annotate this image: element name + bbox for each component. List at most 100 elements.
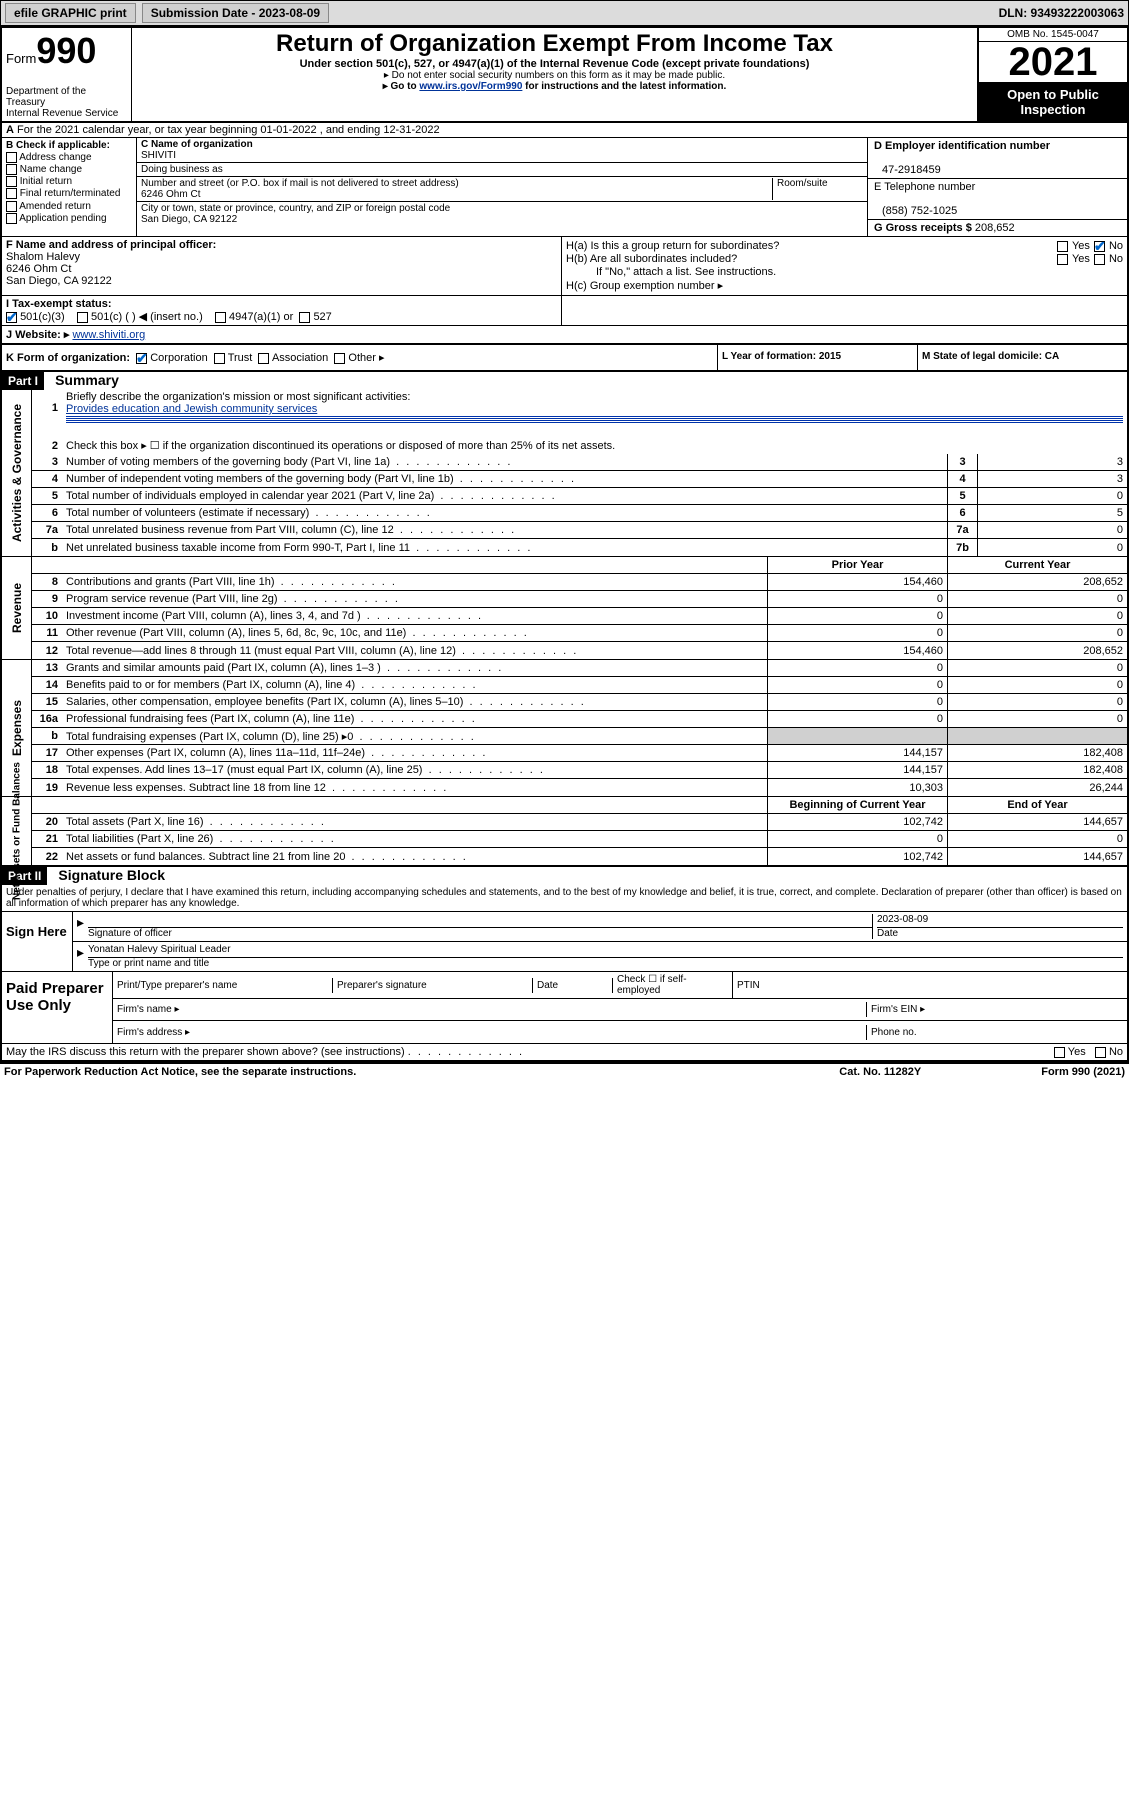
room-label: Room/suite [777,178,828,189]
cb-address[interactable] [6,152,17,163]
row-fgh: F Name and address of principal officer:… [2,237,1127,296]
form-footer: Form 990 (2021) [1041,1066,1125,1078]
expenses-section: Expenses 13 Grants and similar amounts p… [2,660,1127,797]
current-val: 182,408 [947,745,1127,761]
part1-hdr: Part I [2,372,44,390]
website-link[interactable]: www.shiviti.org [72,329,145,341]
cb-initial[interactable] [6,176,17,187]
col-h: H(a) Is this a group return for subordin… [562,237,1127,295]
current-val: 208,652 [947,642,1127,659]
b-header: B Check if applicable: [6,140,132,151]
ha-no[interactable] [1094,241,1105,252]
part2-header: Part II Signature Block [2,867,1127,885]
current-val: 182,408 [947,762,1127,778]
opt-501c: 501(c) ( ) ◀ (insert no.) [91,311,203,323]
submission-btn[interactable]: Submission Date - 2023-08-09 [142,3,329,23]
prep-name-label: Print/Type preparer's name [113,978,333,993]
hb-yes[interactable] [1057,254,1068,265]
line-text: Net assets or fund balances. Subtract li… [62,850,767,864]
no-label: No [1109,240,1123,252]
signer-name: Yonatan Halevy Spiritual Leader [88,944,231,955]
dln: DLN: 93493222003063 [999,6,1124,20]
firm-name-label: Firm's name ▸ [113,1002,867,1017]
line-num: 19 [32,782,62,794]
ha-yes[interactable] [1057,241,1068,252]
prior-val: 0 [767,625,947,641]
opt-527: 527 [313,311,331,323]
cb-other[interactable] [334,353,345,364]
opt-trust: Trust [228,352,253,364]
mayirs-yes[interactable] [1054,1047,1065,1058]
current-val: 144,657 [947,848,1127,865]
dba-label: Doing business as [141,164,223,175]
cb-trust[interactable] [214,353,225,364]
paid-left-label: Paid Preparer Use Only [2,972,112,1043]
org-name: SHIVITI [141,150,176,161]
cb-assoc[interactable] [258,353,269,364]
mission-text: Provides education and Jewish community … [66,403,317,415]
cb-final[interactable] [6,188,17,199]
row-a: A For the 2021 calendar year, or tax yea… [2,123,1127,138]
may-irs-text: May the IRS discuss this return with the… [6,1046,405,1058]
line-text: Contributions and grants (Part VIII, lin… [62,575,767,589]
current-val: 0 [947,625,1127,641]
efile-btn[interactable]: efile GRAPHIC print [5,3,136,23]
c-name-label: C Name of organization [141,139,253,150]
hdr-prior: Prior Year [767,557,947,573]
line-val: 0 [977,539,1127,556]
cat-no: Cat. No. 11282Y [839,1066,921,1078]
cb-amended[interactable] [6,201,17,212]
k-label: K Form of organization: [6,352,130,364]
no-label: No [1109,253,1123,265]
top-bar: efile GRAPHIC print Submission Date - 20… [0,0,1129,26]
prior-val: 0 [767,831,947,847]
prior-val: 0 [767,591,947,607]
current-val [947,728,1127,744]
cb-label: Final return/terminated [20,189,121,200]
line-num: 6 [32,507,62,519]
line-num: 3 [32,456,62,468]
line-text: Program service revenue (Part VIII, line… [62,592,767,606]
cb-501c[interactable] [77,312,88,323]
tel-val: (858) 752-1025 [874,205,957,217]
line-text: Net unrelated business taxable income fr… [62,541,947,555]
cb-label: Initial return [20,176,72,187]
opt-501c3: 501(c)(3) [20,311,65,323]
mayirs-no[interactable] [1095,1047,1106,1058]
line-text: Professional fundraising fees (Part IX, … [62,712,767,726]
current-val: 0 [947,677,1127,693]
line-text: Number of voting members of the governin… [62,455,947,469]
cb-527[interactable] [299,312,310,323]
prep-date-label: Date [533,978,613,993]
sig-date: 2023-08-09 [877,914,928,925]
netassets-section: Net Assets or Fund Balances Beginning of… [2,797,1127,867]
hb-no[interactable] [1094,254,1105,265]
current-val: 0 [947,831,1127,847]
header-right: OMB No. 1545-0047 2021 Open to Public In… [977,28,1127,121]
line-num: 12 [32,645,62,657]
cb-name[interactable] [6,164,17,175]
open-inspection: Open to Public Inspection [979,83,1127,121]
cb-501c3[interactable] [6,312,17,323]
addr-label: Number and street (or P.O. box if mail i… [141,178,459,189]
rot-rev: Revenue [10,583,24,633]
cb-corp[interactable] [136,353,147,364]
tax-year: 2021 [979,42,1127,83]
rot-net: Net Assets or Fund Balances [11,762,22,900]
prior-val: 0 [767,677,947,693]
gross-label: G Gross receipts $ [874,222,972,234]
cb-4947[interactable] [215,312,226,323]
cb-pending[interactable] [6,213,17,224]
declaration: Under penalties of perjury, I declare th… [2,885,1127,912]
current-val: 0 [947,711,1127,727]
current-val: 0 [947,660,1127,676]
ein-val: 47-2918459 [874,164,941,176]
hdr-end: End of Year [947,797,1127,813]
prior-val: 144,157 [767,745,947,761]
hdr-current: Current Year [947,557,1127,573]
form990-link[interactable]: www.irs.gov/Form990 [419,81,522,92]
hdr-begin: Beginning of Current Year [767,797,947,813]
sign-here-label: Sign Here [2,912,72,971]
line-num: 15 [32,696,62,708]
line-text: Total fundraising expenses (Part IX, col… [62,729,767,744]
